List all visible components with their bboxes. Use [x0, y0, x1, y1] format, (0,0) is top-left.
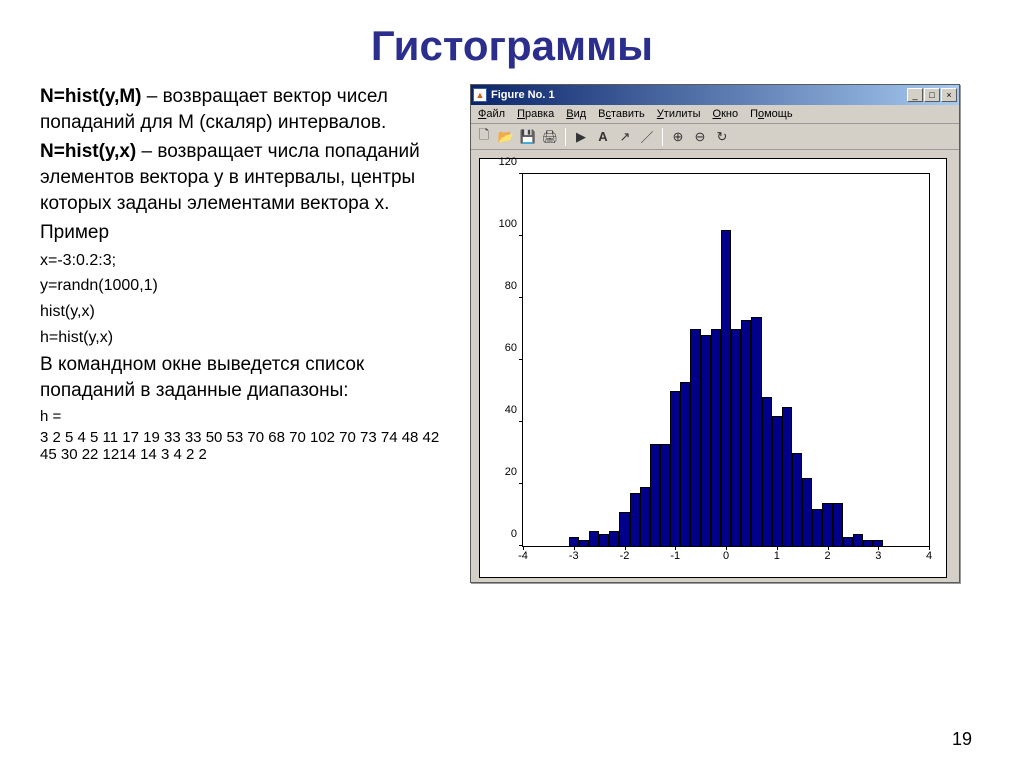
y-tick-label: 80	[505, 280, 523, 292]
pointer-icon[interactable]: ▶	[572, 128, 590, 146]
bar	[762, 397, 772, 546]
close-button[interactable]: ×	[941, 88, 957, 102]
desc-line-1: N=hist(y,M) – возвращает вектор чисел по…	[40, 84, 460, 135]
desc-line-2: N=hist(y,x) – возвращает числа попаданий…	[40, 139, 460, 216]
menubar: Файл Правка Вид Вставить Утилиты Окно По…	[471, 105, 959, 124]
bar	[812, 509, 822, 546]
bar	[711, 329, 721, 546]
bar	[772, 416, 782, 546]
code-line: hist(y,x)	[40, 301, 460, 323]
toolbar-separator	[662, 128, 663, 146]
y-tick-label: 60	[505, 342, 523, 354]
bar	[619, 512, 629, 546]
line-icon[interactable]: ／	[638, 128, 656, 146]
code-keyword: N=hist(y,x)	[40, 141, 136, 162]
y-tick-label: 0	[511, 528, 523, 540]
bar	[579, 540, 589, 546]
bar	[609, 531, 619, 547]
histogram-bars	[523, 174, 929, 546]
window-buttons: _ □ ×	[907, 88, 957, 102]
bar	[701, 335, 711, 546]
bar	[670, 391, 680, 546]
left-column: N=hist(y,M) – возвращает вектор чисел по…	[40, 84, 470, 583]
bar	[630, 493, 640, 546]
menu-tools[interactable]: Утилиты	[652, 107, 706, 121]
toolbar: 🗋 📂 💾 🖨 ▶ A ↗ ／ ⊕ ⊖ ↻	[471, 124, 959, 150]
menu-insert[interactable]: Вставить	[593, 107, 650, 121]
menu-file[interactable]: Файл	[473, 107, 510, 121]
plot-container: 020406080100120-4-3-2-101234	[471, 150, 959, 582]
code-line: x=-3:0.2:3;	[40, 250, 460, 272]
output-desc: В командном окне выведется список попада…	[40, 352, 460, 403]
print-icon[interactable]: 🖨	[541, 128, 559, 146]
maximize-button[interactable]: □	[924, 88, 940, 102]
bar	[802, 478, 812, 546]
new-icon[interactable]: 🗋	[475, 128, 493, 146]
code-line: y=randn(1000,1)	[40, 275, 460, 297]
code-keyword: N=hist(y,M)	[40, 86, 142, 107]
y-tick-label: 20	[505, 466, 523, 478]
slide-title: Гистограммы	[0, 0, 1024, 84]
example-label: Пример	[40, 220, 460, 246]
bar	[640, 487, 650, 546]
bar	[741, 320, 751, 546]
bar	[843, 537, 853, 546]
right-column: ▲ Figure No. 1 _ □ × Файл Правка Вид Вст…	[470, 84, 984, 583]
h-equals: h =	[40, 408, 460, 425]
minimize-button[interactable]: _	[907, 88, 923, 102]
h-values: 3 2 5 4 5 11 17 19 33 33 50 53 70 68 70 …	[40, 429, 460, 464]
menu-help[interactable]: Помощь	[745, 107, 798, 121]
bar	[650, 444, 660, 546]
bar	[690, 329, 700, 546]
content-row: N=hist(y,M) – возвращает вектор чисел по…	[0, 84, 1024, 583]
zoom-out-icon[interactable]: ⊖	[691, 128, 709, 146]
window-titlebar: ▲ Figure No. 1 _ □ ×	[471, 85, 959, 105]
bar	[792, 453, 802, 546]
bar	[589, 531, 599, 547]
matlab-figure-window: ▲ Figure No. 1 _ □ × Файл Правка Вид Вст…	[470, 84, 960, 583]
arrow-icon[interactable]: ↗	[616, 128, 634, 146]
menu-view[interactable]: Вид	[561, 107, 591, 121]
bar	[833, 503, 843, 546]
y-tick-label: 100	[499, 218, 523, 230]
bar	[569, 537, 579, 546]
axes: 020406080100120-4-3-2-101234	[522, 173, 930, 547]
bar	[782, 407, 792, 547]
bar	[751, 317, 761, 546]
bar	[731, 329, 741, 546]
bar	[863, 540, 873, 546]
window-title: Figure No. 1	[491, 89, 907, 101]
menu-window[interactable]: Окно	[708, 107, 744, 121]
y-tick-label: 40	[505, 404, 523, 416]
text-icon[interactable]: A	[594, 128, 612, 146]
bar	[853, 534, 863, 546]
bar	[822, 503, 832, 546]
axes-outer: 020406080100120-4-3-2-101234	[479, 158, 947, 578]
y-tick-label: 120	[499, 156, 523, 168]
zoom-in-icon[interactable]: ⊕	[669, 128, 687, 146]
rotate-icon[interactable]: ↻	[713, 128, 731, 146]
save-icon[interactable]: 💾	[519, 128, 537, 146]
bar	[721, 230, 731, 546]
open-icon[interactable]: 📂	[497, 128, 515, 146]
code-line: h=hist(y,x)	[40, 327, 460, 349]
bar	[660, 444, 670, 546]
menu-edit[interactable]: Правка	[512, 107, 559, 121]
bar	[599, 534, 609, 546]
matlab-icon: ▲	[473, 88, 487, 102]
toolbar-separator	[565, 128, 566, 146]
page-number: 19	[952, 729, 972, 750]
bar	[680, 382, 690, 546]
